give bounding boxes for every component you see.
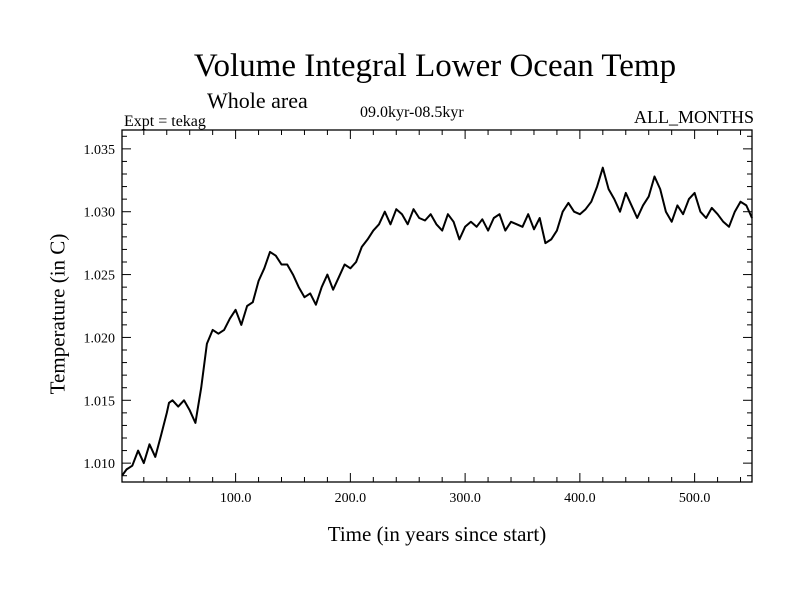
y-tick-label: 1.010 xyxy=(84,457,116,472)
y-tick-label: 1.035 xyxy=(84,143,116,158)
chart-title: Volume Integral Lower Ocean Temp xyxy=(193,48,677,84)
x-axis-label: Time (in years since start) xyxy=(327,522,547,546)
months-label: ALL_MONTHS xyxy=(634,107,754,127)
tick-labels: 100.0 200.0 300.0 400.0 500.0 1.010 1.015 1.020… xyxy=(84,143,711,506)
y-tick-label: 1.015 xyxy=(84,394,116,409)
y-tick-label: 1.025 xyxy=(84,269,116,284)
x-tick-label: 400.0 xyxy=(564,491,596,506)
x-tick-label: 100.0 xyxy=(220,491,252,506)
y-tick-label: 1.020 xyxy=(84,331,116,346)
period-label: 09.0kyr-08.5kyr xyxy=(360,104,464,121)
x-tick-label: 300.0 xyxy=(449,491,481,506)
y-tick-label: 1.030 xyxy=(84,206,116,221)
x-tick-label: 500.0 xyxy=(679,491,711,506)
plot-frame xyxy=(121,129,753,483)
x-tick-label: 200.0 xyxy=(335,491,367,506)
tick-marks xyxy=(122,130,752,482)
experiment-label: Expt = tekag xyxy=(124,113,206,130)
chart-subtitle: Whole area xyxy=(207,88,308,113)
temperature-series-line xyxy=(121,166,753,477)
y-axis-label: Temperature (in C) xyxy=(45,233,70,395)
